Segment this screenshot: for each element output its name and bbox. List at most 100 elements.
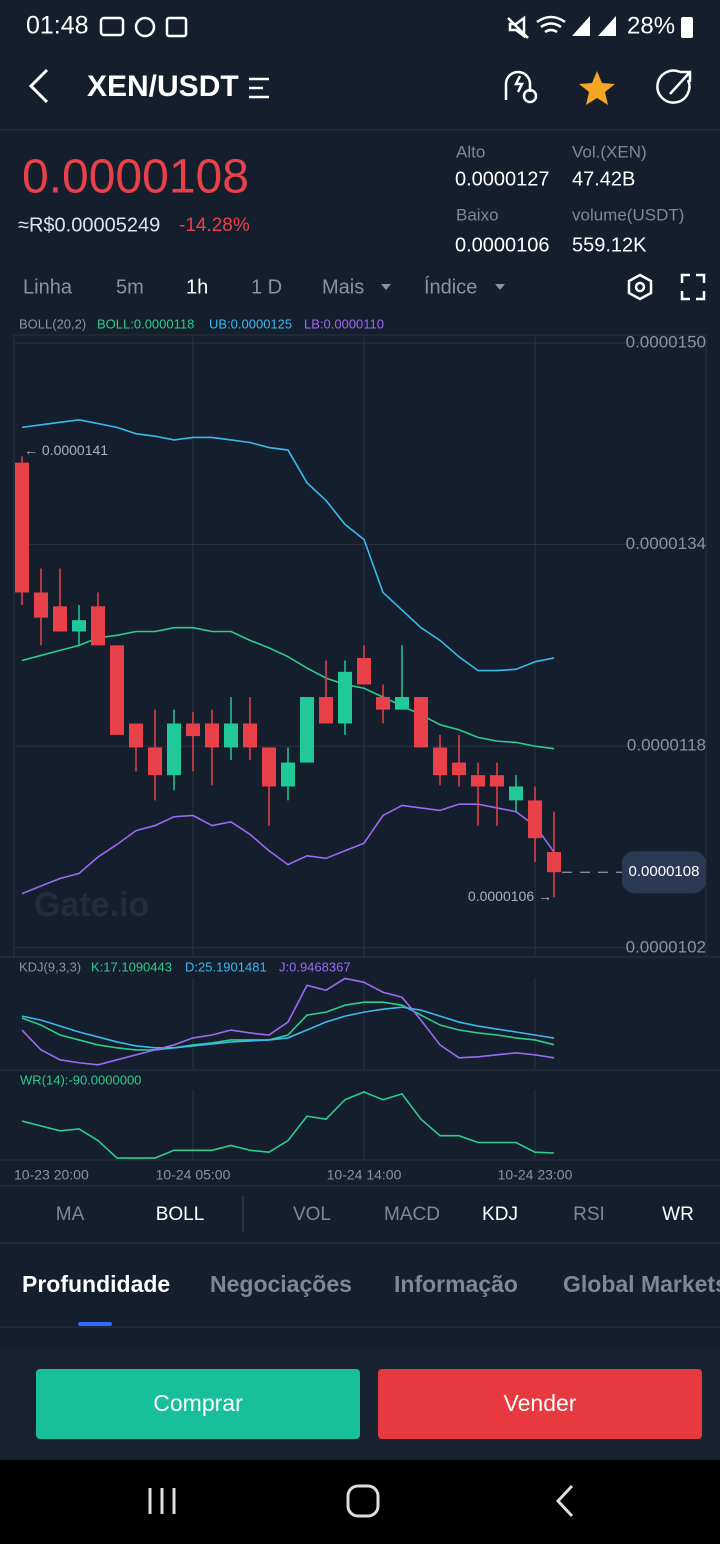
- indicator-line: [21, 1006, 555, 1049]
- status-time: 01:48: [26, 12, 89, 40]
- watermark: Gate.io: [34, 886, 149, 924]
- candle-body: [186, 723, 200, 737]
- interval-tab[interactable]: Índice: [424, 275, 477, 298]
- candle-body: [243, 723, 257, 748]
- indicator-tab[interactable]: WR: [662, 1204, 694, 1225]
- y-tick-label: 0.0000118: [627, 736, 706, 755]
- nav-bar: [0, 1460, 720, 1544]
- favorite-icon[interactable]: [579, 71, 615, 105]
- stat-value: 0.0000127: [455, 168, 550, 190]
- fiat-price: ≈R$0.00005249: [18, 214, 160, 236]
- pair-title[interactable]: XEN/USDT: [87, 70, 239, 103]
- candle-body: [262, 747, 276, 787]
- y-tick-label: 0.0000102: [626, 937, 706, 956]
- alert-icon[interactable]: [504, 70, 538, 104]
- section-tab[interactable]: Informação: [394, 1271, 518, 1297]
- section-tab[interactable]: Profundidade: [22, 1271, 170, 1297]
- candle-body: [53, 606, 67, 632]
- stat-label: Alto: [456, 142, 485, 161]
- candle-body: [110, 645, 124, 735]
- dropdown-caret: [495, 284, 505, 290]
- candle-body: [528, 800, 542, 839]
- candle-body: [72, 620, 86, 632]
- candle-body: [376, 697, 390, 710]
- stat-value: 0.0000106: [455, 234, 550, 256]
- max-price-label: ← 0.0000141: [24, 442, 108, 458]
- fullscreen-icon[interactable]: [680, 273, 706, 301]
- candle-body: [319, 697, 333, 724]
- stat-label: volume(USDT): [572, 205, 684, 224]
- candle-body: [490, 775, 504, 787]
- back-button[interactable]: [28, 68, 49, 104]
- legend-entry: J:0.9468367: [279, 959, 351, 974]
- candle-body: [205, 723, 219, 748]
- legend-entry: WR(14):-90.0000000: [20, 1072, 141, 1087]
- share-icon[interactable]: [656, 69, 692, 104]
- section-tab[interactable]: Negociações: [210, 1271, 352, 1297]
- buy-button[interactable]: [36, 1369, 360, 1439]
- interval-tab[interactable]: Mais: [322, 276, 364, 298]
- legend-entry: K:17.1090443: [91, 959, 172, 974]
- stat-label: Vol.(XEN): [572, 142, 647, 161]
- indicator-line: [21, 418, 555, 672]
- candle-body: [224, 723, 238, 748]
- candle-body: [167, 723, 181, 776]
- pair-menu-icon[interactable]: [249, 77, 269, 99]
- indicator-tab[interactable]: MA: [56, 1204, 85, 1225]
- y-tick-label: 0.0000134: [626, 534, 706, 553]
- stat-label: Baixo: [456, 205, 499, 224]
- interval-tab[interactable]: 1h: [186, 276, 208, 298]
- last-price-badge: [622, 851, 706, 894]
- nav-back[interactable]: [555, 1484, 574, 1518]
- indicator-line: [21, 626, 555, 750]
- candle-body: [148, 747, 162, 776]
- sell-label[interactable]: Vender: [504, 1390, 577, 1416]
- legend-entry: BOLL:0.0000118: [97, 316, 194, 331]
- x-tick-label: 10-24 14:00: [327, 1167, 402, 1183]
- interval-tab[interactable]: 1 D: [251, 276, 282, 298]
- status-battery: 28%: [627, 12, 675, 39]
- candle-body: [395, 697, 409, 710]
- sell-button[interactable]: [378, 1369, 702, 1439]
- indicator-tab[interactable]: MACD: [384, 1204, 440, 1225]
- interval-tab[interactable]: 5m: [116, 276, 144, 298]
- candle-body: [452, 762, 466, 776]
- buy-label[interactable]: Comprar: [153, 1390, 243, 1416]
- last-price-label: 0.0000108: [629, 863, 700, 880]
- x-tick-label: 10-23 20:00: [14, 1167, 89, 1183]
- candle-body: [357, 657, 371, 685]
- candle-body: [300, 697, 314, 763]
- settings-icon[interactable]: [627, 273, 653, 301]
- indicator-tab[interactable]: BOLL: [156, 1204, 205, 1225]
- last-price: 0.0000108: [22, 151, 249, 204]
- indicator-line: [21, 803, 555, 895]
- interval-tab[interactable]: Linha: [23, 276, 73, 298]
- min-price-label: 0.0000106 →: [468, 888, 552, 904]
- legend-entry: UB:0.0000125: [209, 316, 292, 331]
- x-tick-label: 10-24 23:00: [498, 1167, 573, 1183]
- chart: 10-23 20:00 10-24 05:00 10-24 14:00 10-24 2…: [0, 316, 720, 1183]
- candle-body: [15, 462, 29, 593]
- candle-body: [91, 606, 105, 646]
- candle-body: [471, 775, 485, 787]
- section-tab[interactable]: Global Markets: [563, 1271, 720, 1297]
- price-change: -14.28%: [179, 215, 250, 236]
- y-tick-label: 0.0000150: [626, 332, 706, 351]
- indicator-title: KDJ(9,3,3): [19, 959, 81, 974]
- candle-body: [433, 747, 447, 776]
- indicator-line: [21, 1091, 555, 1159]
- nav-recent[interactable]: [148, 1488, 176, 1514]
- indicator-tab[interactable]: RSI: [573, 1204, 605, 1225]
- dropdown-caret: [381, 284, 391, 290]
- stat-value: 47.42B: [572, 168, 635, 190]
- legend-entry: D:25.1901481: [185, 959, 267, 974]
- candle-body: [547, 852, 561, 873]
- nav-home[interactable]: [346, 1484, 380, 1518]
- indicator-tab[interactable]: VOL: [293, 1204, 331, 1225]
- legend-entry: LB:0.0000110: [304, 316, 384, 331]
- x-tick-label: 10-24 05:00: [156, 1167, 231, 1183]
- indicator-tab[interactable]: KDJ: [482, 1204, 518, 1225]
- status-icons: [99, 15, 693, 39]
- candle-body: [509, 786, 523, 801]
